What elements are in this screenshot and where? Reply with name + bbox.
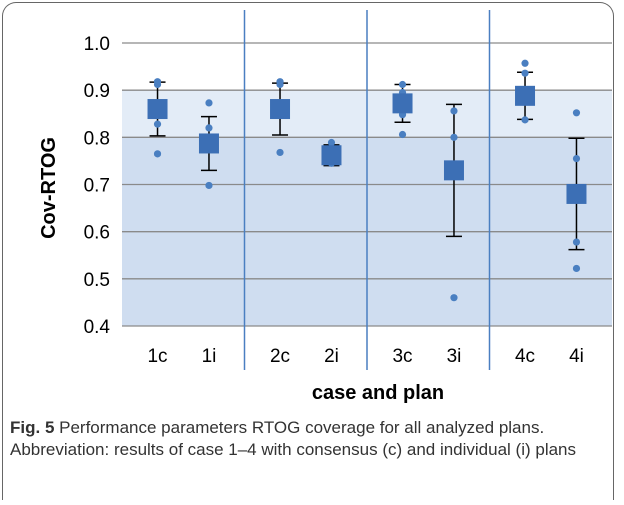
- x-tick-label: 3c: [392, 346, 412, 367]
- chart: 0.4 0.5 0.6 0.7 0.8 0.9 1.0 1c 1i 2c 2i 3c 3i 4c 4i c…: [38, 10, 612, 404]
- data-point: [153, 120, 162, 128]
- data-point: [327, 138, 336, 147]
- data-point: [521, 69, 529, 77]
- mean-markers: [147, 85, 587, 204]
- figure-label: Fig. 5: [10, 418, 55, 437]
- data-point: [153, 78, 162, 86]
- x-tick-label: 1i: [202, 346, 217, 367]
- data-point: [398, 130, 407, 139]
- data-point: [205, 181, 213, 190]
- mean-marker: [392, 93, 413, 114]
- mean-marker: [270, 99, 291, 120]
- data-point: [572, 238, 581, 246]
- data-point: [205, 124, 213, 132]
- x-tick-labels: 1c 1i 2c 2i 3c 3i 4c 4i: [147, 346, 583, 367]
- x-tick-label: 4i: [569, 346, 584, 367]
- x-tick-label: 2i: [324, 346, 339, 367]
- data-point: [276, 148, 284, 157]
- y-tick-label: 1.0: [84, 34, 110, 55]
- y-tick-label: 0.6: [84, 223, 110, 244]
- data-point: [205, 99, 213, 107]
- x-tick-label: 4c: [515, 346, 535, 367]
- data-point: [450, 294, 458, 302]
- x-tick-label: 3i: [447, 346, 462, 367]
- mean-marker: [443, 160, 464, 181]
- y-tick-label: 0.7: [84, 176, 110, 197]
- data-point: [521, 116, 529, 124]
- mean-marker: [566, 183, 587, 204]
- mean-marker: [515, 85, 536, 106]
- data-point: [572, 109, 581, 117]
- figure-frame: [2, 2, 614, 500]
- data-point: [450, 107, 458, 115]
- data-point: [572, 264, 581, 273]
- data-point: [450, 133, 458, 141]
- x-tick-label: 1c: [147, 346, 167, 367]
- y-axis-title: Cov-RTOG: [38, 137, 60, 239]
- y-tick-label: 0.9: [84, 81, 110, 102]
- data-point: [153, 150, 162, 158]
- data-point: [276, 78, 284, 86]
- y-tick-label: 0.8: [84, 128, 110, 149]
- group-separators: [243, 10, 491, 370]
- y-tick-label: 0.4: [84, 317, 111, 338]
- y-tick-label: 0.5: [84, 270, 110, 291]
- figure-caption: Fig. 5 Performance parameters RTOG cover…: [10, 417, 610, 461]
- y-tick-labels: 0.4 0.5 0.6 0.7 0.8 0.9 1.0: [84, 34, 111, 338]
- mean-marker: [147, 99, 168, 120]
- x-axis-title: case and plan: [312, 382, 444, 404]
- mean-marker: [321, 145, 342, 166]
- caption-text: Performance parameters RTOG coverage for…: [10, 418, 577, 459]
- x-tick-label: 2c: [270, 346, 290, 367]
- data-point: [398, 80, 407, 89]
- data-point: [521, 59, 529, 67]
- data-point: [572, 154, 581, 163]
- mean-marker: [198, 133, 219, 154]
